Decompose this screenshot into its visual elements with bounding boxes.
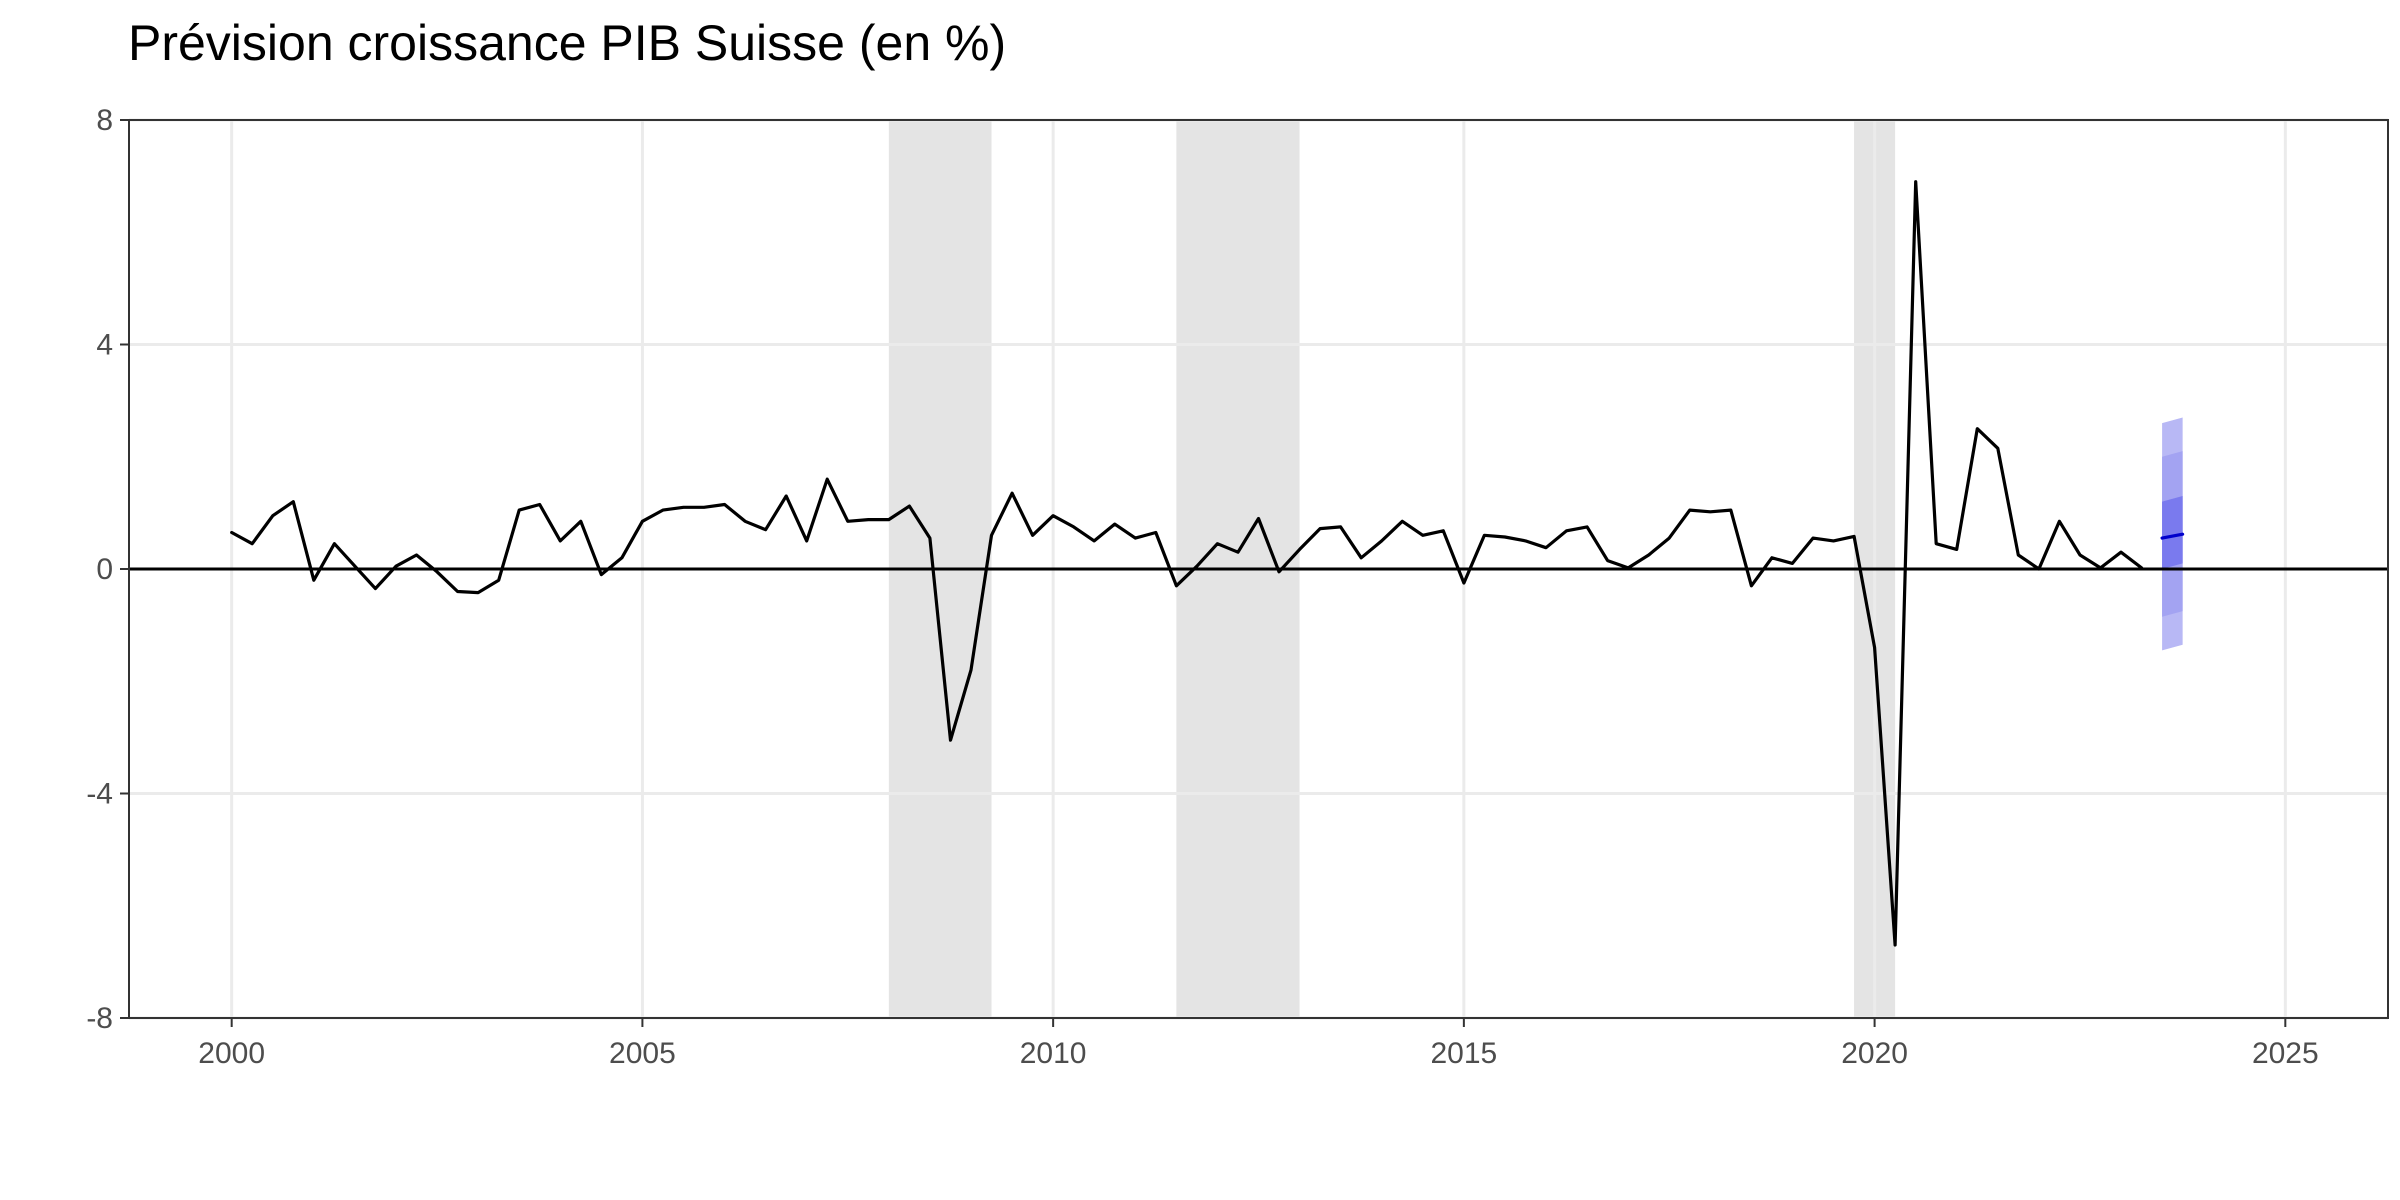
x-tick-label: 2025 bbox=[2252, 1037, 2319, 1070]
y-axis: -8 -4 0 4 8 bbox=[86, 104, 129, 1035]
x-axis: 2000 2005 2010 2015 2020 2025 bbox=[198, 1018, 2319, 1070]
x-tick-label: 2000 bbox=[198, 1037, 265, 1070]
forecast-bands bbox=[2162, 417, 2183, 651]
y-tick-label: 8 bbox=[96, 104, 113, 137]
series-line bbox=[230, 180, 2144, 947]
y-tick-label: -4 bbox=[86, 778, 113, 811]
x-tick-label: 2005 bbox=[609, 1037, 676, 1070]
x-tick-label: 2010 bbox=[1020, 1037, 1087, 1070]
series-line bbox=[2160, 532, 2185, 540]
x-tick-label: 2020 bbox=[1841, 1037, 1908, 1070]
y-tick-label: 0 bbox=[96, 553, 113, 586]
data-series bbox=[230, 180, 2185, 947]
chart-title: Prévision croissance PIB Suisse (en %) bbox=[128, 15, 1006, 71]
y-tick-label: -8 bbox=[86, 1002, 113, 1035]
forecast-band bbox=[2162, 496, 2183, 569]
x-tick-label: 2015 bbox=[1430, 1037, 1497, 1070]
y-tick-label: 4 bbox=[96, 329, 113, 362]
